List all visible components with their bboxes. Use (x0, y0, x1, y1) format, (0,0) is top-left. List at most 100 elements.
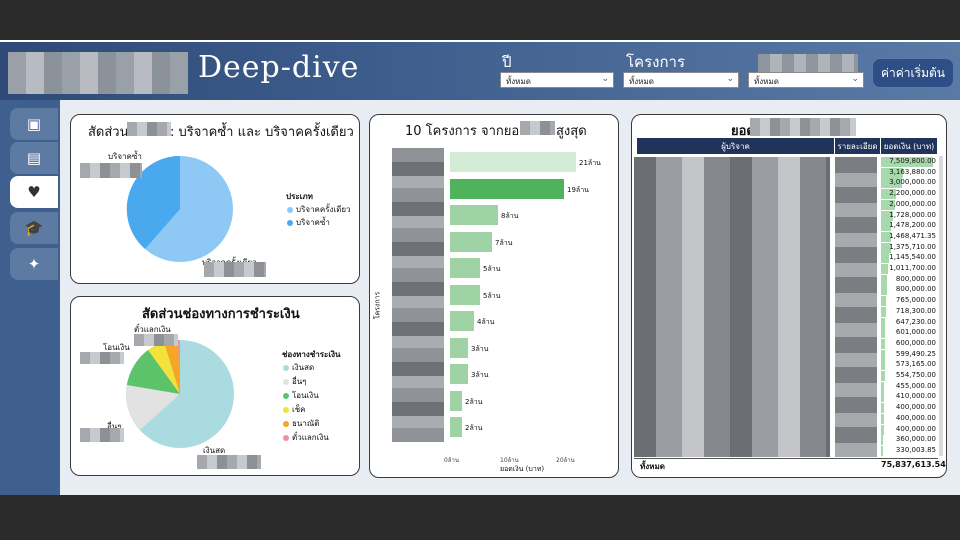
graduation-icon: 🎓 (24, 219, 44, 237)
logo (8, 52, 188, 94)
sidebar-nav-dashboard-icon[interactable]: ▣ (10, 108, 58, 140)
bar[interactable] (450, 390, 462, 411)
table-cell-amount: 400,000.00 (895, 403, 936, 412)
amount-data-bar (881, 306, 886, 317)
sidebar-nav-money-icon[interactable]: ✦ (10, 248, 58, 280)
bar[interactable] (450, 178, 564, 199)
legend-item[interactable]: เงินสด (283, 361, 314, 374)
amount-data-bar (881, 413, 884, 424)
table-cell-amount: 800,000.00 (895, 274, 936, 283)
bar[interactable] (450, 205, 498, 225)
amount-data-bar (881, 392, 884, 403)
legend-item[interactable]: อื่นๆ (283, 375, 307, 388)
amount-data-bar (881, 242, 891, 253)
table-cell-amount: 1,478,200.00 (889, 221, 936, 230)
pie-label-cash: เงินสด (203, 446, 226, 455)
filter-year-label: ปี (502, 53, 512, 71)
filter-third-select[interactable]: ทั้งหมด ⌄ (748, 72, 864, 88)
legend-item[interactable]: ธนาณัติ (283, 417, 319, 430)
table-cell-amount: 600,000.00 (895, 338, 936, 347)
amount-data-bar (881, 178, 902, 189)
repeat-pie-chart (126, 155, 233, 262)
legend-item[interactable]: ตั๋วแลกเงิน (283, 431, 329, 444)
redacted-value (197, 455, 261, 469)
sidebar-nav-donate-box-icon[interactable]: ▤ (10, 142, 58, 174)
sidebar-nav-hand-heart-icon[interactable]: ♥ (10, 176, 58, 208)
bar[interactable] (450, 337, 468, 358)
x-axis-label: ยอดเงิน (บาท) (500, 465, 545, 473)
table-cell-amount: 3,000,000.00 (889, 178, 936, 187)
page-title: Deep-dive (198, 50, 360, 85)
chart-title-right: สูงสุด (556, 124, 587, 139)
legend-title: ประเภท (286, 192, 313, 201)
column-header-donor[interactable]: ผู้บริจาค (637, 138, 834, 154)
table-scrollbar[interactable] (939, 156, 943, 456)
bar[interactable] (450, 258, 480, 278)
pie-slice-transfer (127, 350, 180, 394)
dashboard-icon: ▣ (26, 115, 42, 133)
legend-dot (283, 406, 289, 413)
legend-item[interactable]: เช็ค (283, 403, 306, 416)
amount-data-bar (881, 264, 888, 274)
legend-item-once[interactable]: บริจาคครั้งเดียว (287, 203, 351, 216)
table-cell-amount: 599,490.25 (895, 349, 936, 358)
sidebar-nav-graduation-icon[interactable]: 🎓 (10, 212, 58, 244)
bar[interactable] (450, 152, 576, 172)
redacted-details (835, 157, 877, 457)
pie-slice-postal-order (164, 340, 180, 394)
bar-value-label: 19ล้าน (567, 185, 589, 194)
redacted-value (80, 352, 124, 364)
amount-data-bar (881, 445, 884, 456)
redacted-value (204, 262, 266, 277)
chevron-down-icon: ⌄ (851, 74, 859, 84)
chart-title-left: 10 โครงการ จากยอด (405, 124, 528, 139)
legend-dot (283, 420, 289, 427)
pie-label-other: อื่นๆ (107, 422, 122, 431)
amount-data-bar (881, 199, 895, 210)
legend-item[interactable]: โอนเงิน (283, 389, 319, 402)
table-cell-amount: 1,375,710.00 (889, 242, 936, 251)
table-cell-amount: 410,000.00 (895, 392, 936, 401)
legend-item-repeat[interactable]: บริจาคซ้ำ (287, 216, 330, 229)
donate-box-icon: ▤ (26, 149, 42, 167)
pie-label-money-order: ตั๋วแลกเงิน (134, 325, 171, 334)
amount-data-bar (881, 167, 903, 178)
bar[interactable] (450, 311, 474, 331)
card-title: สัดส่วนช่องทางการชำระเงิน (142, 307, 300, 322)
card-title-right: : บริจาคซ้ำ และ บริจาคครั้งเดียว (170, 125, 354, 140)
table-cell-amount: 330,003.85 (895, 445, 936, 454)
table-cell-amount: 647,230.00 (895, 317, 936, 326)
table-cell-amount: 1,145,540.00 (889, 253, 936, 262)
column-header-amount[interactable]: ยอดเงิน (บาท) (881, 138, 937, 154)
money-icon: ✦ (27, 255, 41, 273)
reset-button[interactable]: ค่าค่าเริ่มต้น (872, 58, 954, 88)
redacted-text (520, 121, 555, 135)
table-cell-amount: 1,728,000.00 (889, 210, 936, 219)
pie-slice-cheque (148, 342, 180, 394)
bar[interactable] (450, 364, 468, 384)
column-header-detail[interactable]: รายละเอียด (835, 138, 880, 154)
filter-third-label-redacted (758, 54, 858, 72)
bar[interactable] (450, 231, 492, 252)
table-cell-amount: 573,165.00 (895, 360, 936, 369)
amount-data-bar (881, 221, 892, 232)
bar[interactable] (450, 284, 480, 305)
bar-value-label: 5ล้าน (483, 291, 501, 300)
amount-data-bar (881, 189, 897, 200)
chevron-down-icon: ⌄ (726, 74, 734, 84)
filter-project-label: โครงการ (626, 53, 686, 71)
filter-year-select[interactable]: ทั้งหมด ⌄ (500, 72, 614, 88)
table-cell-amount: 1,468,471.35 (889, 231, 936, 240)
amount-data-bar (881, 210, 893, 221)
filter-project-select[interactable]: ทั้งหมด ⌄ (623, 72, 739, 88)
bar[interactable] (450, 417, 462, 437)
divider (634, 458, 938, 459)
amount-data-bar (881, 435, 884, 446)
legend-dot (287, 219, 293, 226)
legend-dot (287, 206, 293, 213)
legend-title: ช่องทางชำระเงิน (282, 350, 341, 359)
x-tick-label: 10ล้าน (500, 457, 519, 464)
redacted-project-names (392, 148, 444, 442)
amount-data-bar (881, 317, 886, 328)
redacted-value (134, 334, 178, 346)
